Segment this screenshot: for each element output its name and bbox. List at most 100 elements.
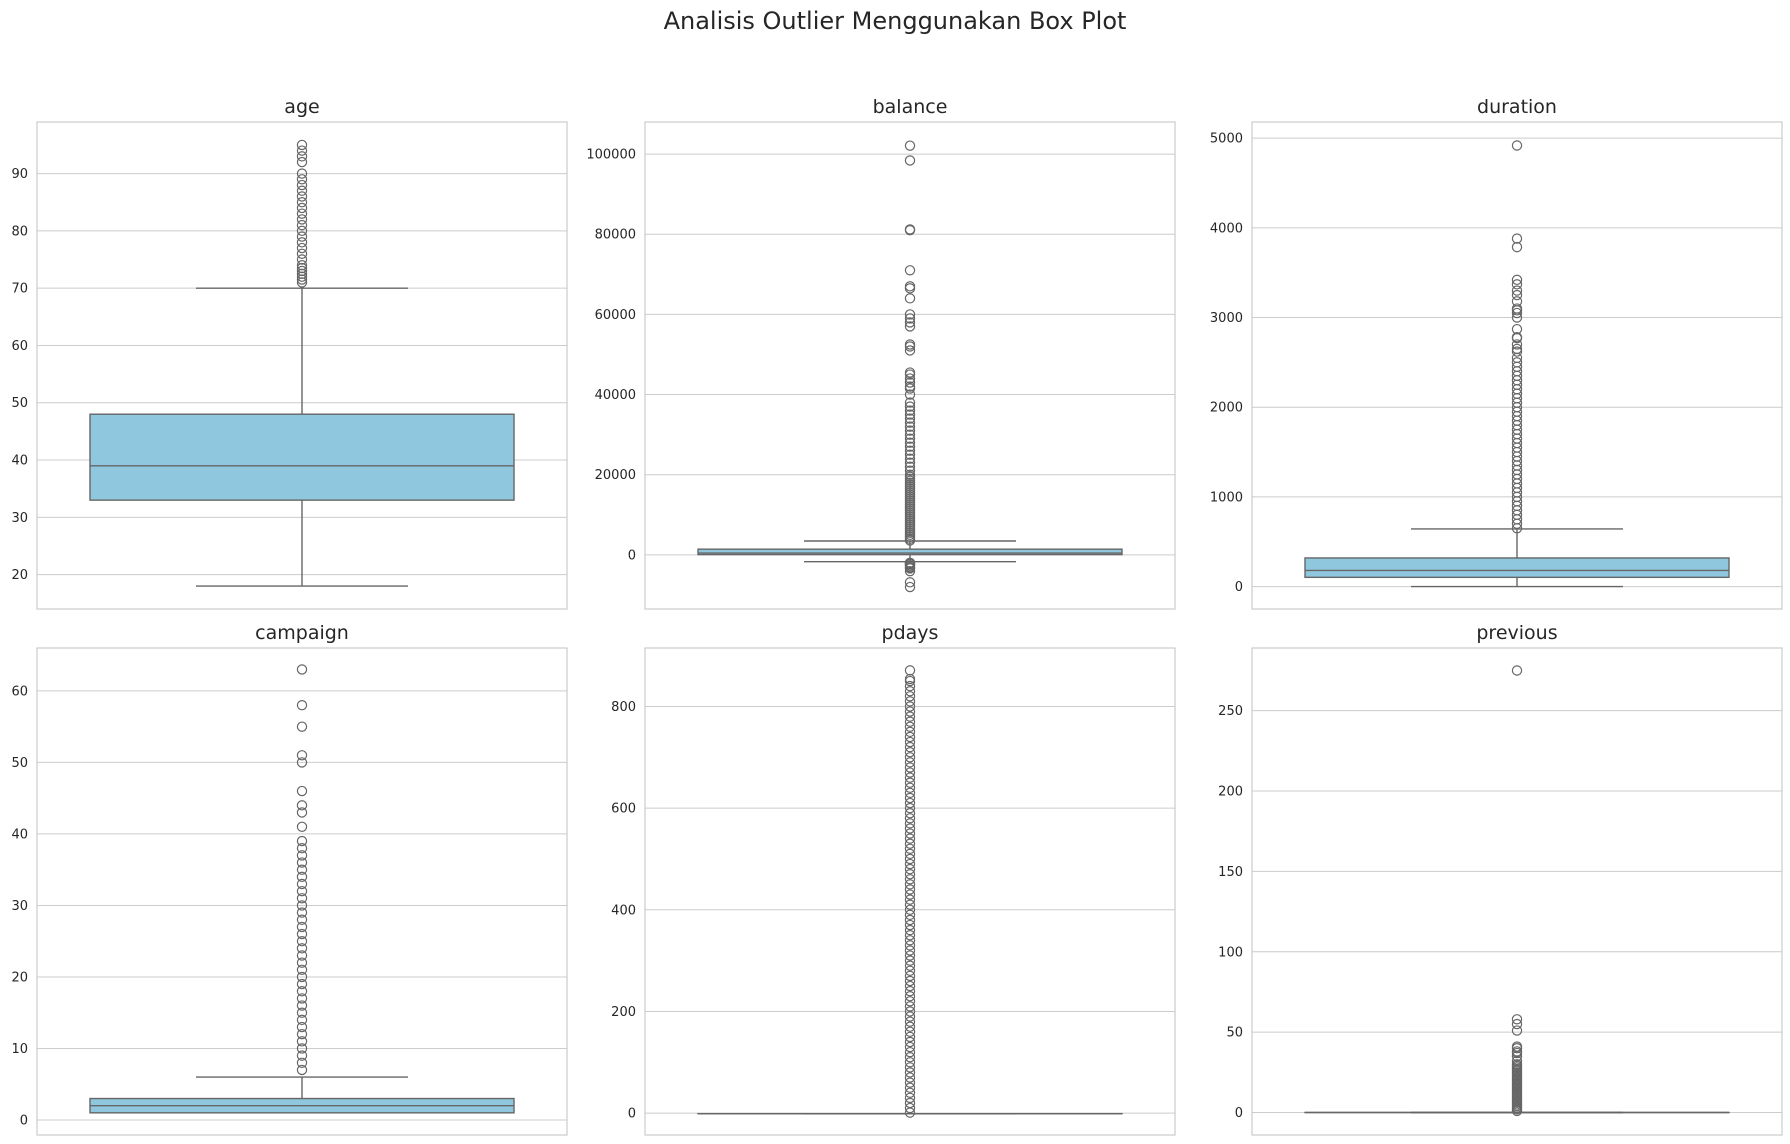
outlier-point [904,741,916,753]
outlier-point [904,848,916,860]
outlier-point [904,557,916,568]
outlier-point [296,231,308,242]
outlier-point [296,1014,308,1026]
outlier-point [904,401,916,412]
outlier-point [904,317,916,328]
outlier-point [296,857,308,868]
outlier-point [296,208,308,219]
outlier-point [296,1007,308,1018]
outlier-point [296,254,308,265]
outlier-point [904,874,916,885]
outlier-point [904,433,916,444]
outlier-point [904,980,916,992]
outlier-point [904,792,916,804]
outlier-point [904,945,916,956]
outlier-point [296,700,308,711]
outlier-point [296,1064,308,1076]
outlier-point [904,899,916,910]
outlier-point [296,971,308,983]
y-tick-label: 0 [628,1107,636,1122]
outlier-point [904,970,916,982]
outlier-point [904,373,916,384]
outlier-point [904,706,916,717]
outlier-point [296,964,308,976]
outlier-point [904,818,916,829]
outlier-point [296,174,308,185]
outlier-point [296,1036,308,1047]
outlier-point [1511,285,1523,296]
outlier-point [904,691,916,702]
y-tick-label: 30 [11,899,28,914]
outlier-point [904,381,916,392]
outlier-point [296,785,308,797]
panel-pdays: 0 200 400 600 800 pdays [611,622,1176,1136]
outlier-point [296,262,308,274]
y-tick-label: 20 [11,568,28,583]
outlier-point [904,1031,916,1043]
outlier-point [296,274,308,285]
panel-age: 20 30 40 50 60 70 80 90 age [11,96,568,610]
outlier-point [904,425,916,436]
outlier-point [296,907,308,918]
outlier-point [296,242,308,254]
outlier-point [904,155,916,166]
outlier-point [904,321,916,332]
outlier-point [1511,343,1523,355]
outlier-point [904,565,916,577]
outlier-point [904,879,916,890]
outlier-point [904,1026,916,1038]
y-tick-label: 250 [1218,704,1243,719]
outlier-point [1511,274,1523,286]
outlier-point [296,757,308,768]
outlier-point [1511,303,1523,314]
outlier-point [904,914,916,926]
outlier-point [904,1046,916,1058]
outlier-point [296,151,308,162]
outlier-point [904,904,916,916]
outlier-point [1511,1059,1523,1070]
outlier-point [904,1036,916,1048]
outlier-point [296,237,308,248]
outlier-point [904,863,916,875]
y-tick-label: 200 [611,1005,636,1020]
outlier-point [296,191,308,202]
plot-frame [644,121,1176,610]
y-tick-label: 0 [1235,1106,1243,1121]
outlier-point [1511,140,1523,151]
outlier-point [904,696,916,707]
outlier-point [904,884,916,895]
outlier-point [1511,241,1523,253]
outlier-point [904,716,916,727]
plot-frame [36,121,568,610]
outlier-point [296,978,308,990]
y-tick-label: 90 [11,167,28,182]
y-tick-label: 80 [11,224,28,239]
outlier-point [296,1057,308,1068]
outlier-point [1511,296,1523,307]
outlier-point [904,1052,916,1063]
plot-frame [1251,121,1783,610]
figure-title: Analisis Outlier Menggunakan Box Plot [664,7,1127,35]
y-tick-label: 70 [11,282,28,297]
outlier-point [904,996,916,1007]
outlier-point [296,921,308,933]
iqr-box [1304,557,1730,579]
outlier-point [296,800,308,811]
outlier-point [904,731,916,743]
outlier-point [904,313,916,324]
outlier-point [296,850,308,861]
outlier-point [904,1067,916,1078]
outlier-point [904,991,916,1002]
outlier-point [904,1087,916,1099]
outlier-point [904,736,916,748]
outlier-point [904,701,916,712]
outlier-point [904,833,916,844]
outlier-point [904,453,916,464]
outlier-point [904,1097,916,1109]
outlier-point [904,909,916,921]
outlier-point [296,1021,308,1033]
y-tick-label: 50 [11,396,28,411]
outlier-point [904,823,916,834]
outlier-point [904,869,916,880]
outlier-point [296,986,308,997]
